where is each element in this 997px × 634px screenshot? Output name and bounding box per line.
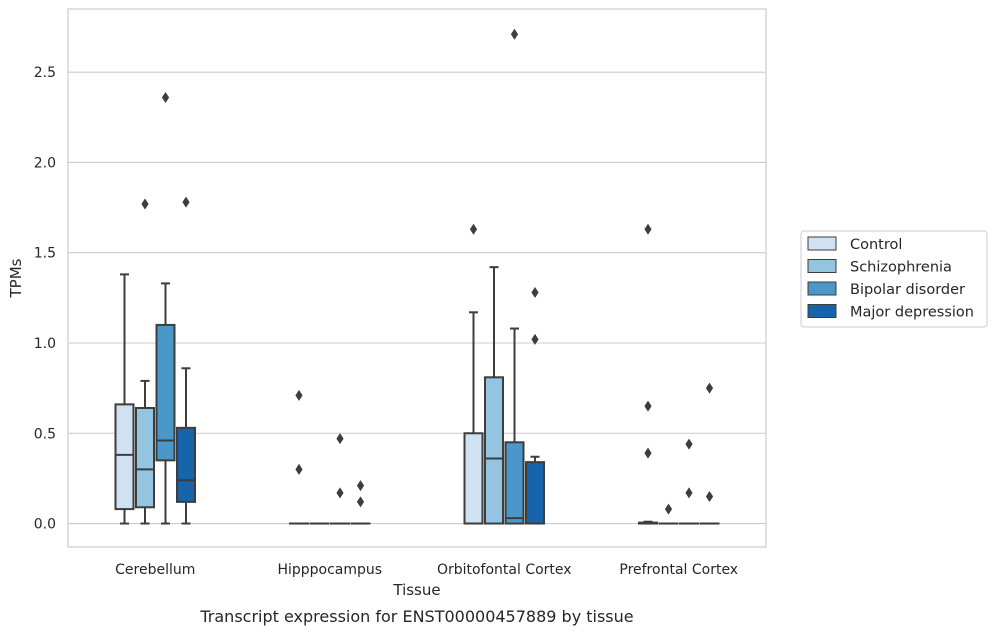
box-group <box>658 503 679 525</box>
x-tick-label: Cerebellum <box>115 562 195 578</box>
box-group <box>525 286 545 525</box>
box-group <box>289 389 309 525</box>
outlier-point <box>336 433 344 445</box>
outlier-point <box>295 389 303 401</box>
y-tick-labels: 0.0 0.5 1.0 1.5 2.0 2.5 <box>34 65 56 532</box>
legend-swatch <box>807 259 837 273</box>
outlier-point <box>356 480 365 492</box>
box-group <box>350 480 371 525</box>
box-group <box>135 198 155 525</box>
outlier-point <box>161 91 170 103</box>
outlier-point <box>141 198 149 210</box>
box-group <box>504 28 525 525</box>
box-group <box>463 223 484 525</box>
box-group <box>484 266 504 525</box>
box <box>504 441 525 525</box>
outlier-point <box>644 223 652 235</box>
y-tick-label: 1.5 <box>34 246 56 262</box>
box <box>176 426 196 503</box>
legend-swatch <box>807 304 837 318</box>
box-plot-boxes <box>114 28 720 525</box>
legend-item: Bipolar disorder <box>807 281 965 298</box>
box-group <box>114 273 135 525</box>
y-tick-label: 2.5 <box>34 65 56 81</box>
legend-swatch <box>807 236 837 251</box>
legend-item: Schizophrenia <box>807 259 952 276</box>
box-group <box>679 438 699 525</box>
box-group <box>330 433 350 525</box>
outlier-point <box>510 28 519 40</box>
legend-label: Major depression <box>850 305 974 321</box>
box <box>525 461 545 525</box>
outlier-point <box>664 503 673 515</box>
box <box>155 323 176 462</box>
x-tick-labels: Cerebellum Hipppocampus Orbitofontal Corte… <box>115 562 738 578</box>
legend: Control Schizophrenia Bipolar disorder Majo… <box>800 230 988 328</box>
outlier-point <box>531 286 539 298</box>
legend-label: Control <box>850 237 902 253</box>
outlier-point <box>336 487 344 499</box>
chart-caption: Transcript expression for ENST0000045788… <box>199 607 633 626</box>
legend-label: Schizophrenia <box>850 260 952 276</box>
outlier-point <box>685 487 693 499</box>
box <box>484 376 504 525</box>
legend-label: Bipolar disorder <box>850 282 965 298</box>
box <box>463 432 484 525</box>
outlier-point <box>644 400 652 412</box>
box <box>135 406 155 509</box>
outlier-point <box>356 496 365 508</box>
box <box>114 403 135 511</box>
outlier-point <box>182 196 190 208</box>
y-tick-label: 0.5 <box>34 426 56 442</box>
x-tick-label: Orbitofontal Cortex <box>437 562 572 578</box>
x-axis-label: Tissue <box>392 581 440 599</box>
box-group <box>176 196 196 525</box>
box-group <box>699 382 720 525</box>
outlier-point <box>685 438 693 450</box>
y-tick-label: 0.0 <box>34 517 56 533</box>
plot-frame <box>67 8 767 548</box>
y-tick-label: 1.0 <box>34 336 56 352</box>
legend-item: Major depression <box>807 304 974 321</box>
outlier-point <box>295 463 303 475</box>
x-tick-label: Prefrontal Cortex <box>619 562 738 578</box>
legend-items: Control Schizophrenia Bipolar disorder Majo… <box>807 236 974 321</box>
outlier-point <box>644 447 652 459</box>
outlier-point <box>705 490 714 502</box>
outlier-point <box>469 223 478 235</box>
box-group <box>638 223 658 525</box>
outlier-point <box>531 333 539 345</box>
x-tick-label: Hipppocampus <box>277 562 382 578</box>
legend-frame <box>800 230 988 328</box>
legend-swatch <box>807 281 837 296</box>
y-axis-label: TPMs <box>7 258 25 298</box>
box-group <box>155 91 176 525</box>
outlier-point <box>705 382 714 394</box>
y-tick-label: 2.0 <box>34 155 56 171</box>
legend-item: Control <box>807 236 902 253</box>
